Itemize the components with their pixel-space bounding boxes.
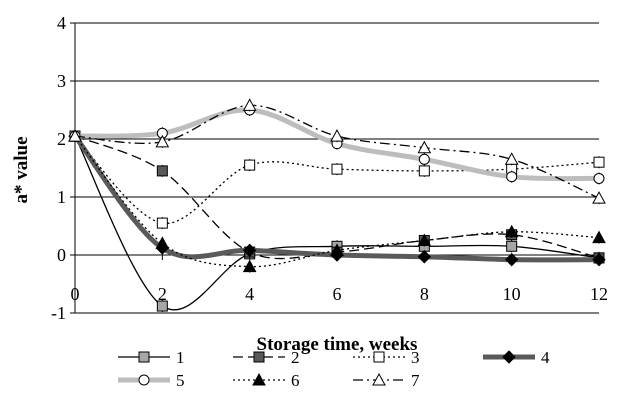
data-point (68, 129, 82, 142)
data-point (331, 163, 343, 175)
legend-item-3: 3 (353, 348, 420, 367)
data-point (418, 153, 430, 165)
legend-label: 5 (176, 371, 185, 390)
legend-marker (252, 372, 266, 386)
legend-label: 6 (291, 371, 300, 390)
data-point (417, 140, 432, 154)
legend-marker (138, 351, 150, 363)
legend-marker (502, 350, 516, 364)
data-point (417, 250, 432, 264)
data-point (592, 252, 606, 267)
series-layer (68, 98, 606, 313)
data-point (156, 165, 168, 177)
y-axis-title: a* value (11, 136, 32, 203)
legend-label: 1 (176, 348, 185, 367)
data-point (417, 233, 432, 246)
legend-marker (138, 374, 150, 386)
y-tick-label: 4 (57, 13, 66, 33)
legend: 1 2 3 4 5 6 7 (118, 348, 550, 390)
y-tick-label: -1 (51, 303, 66, 323)
legend-marker (372, 372, 386, 386)
data-point (504, 252, 519, 267)
data-point (592, 230, 606, 244)
legend-item-7: 7 (353, 371, 420, 390)
x-axis-title: Storage time, weeks (257, 334, 418, 355)
data-point (155, 236, 170, 249)
data-point (592, 191, 606, 204)
data-point (156, 217, 168, 229)
legend-marker (373, 351, 385, 363)
legend-marker (253, 351, 265, 363)
data-point (242, 243, 257, 258)
legend-label: 2 (291, 348, 300, 367)
data-point (244, 159, 256, 171)
legend-label: 4 (541, 348, 550, 367)
series-line (74, 104, 600, 199)
legend-item-5: 5 (118, 371, 185, 390)
y-tick-label: 2 (57, 129, 66, 149)
data-point (506, 240, 518, 252)
data-point (504, 152, 519, 165)
data-point (242, 98, 257, 111)
x-tick-label: 6 (333, 284, 342, 304)
legend-item-6: 6 (233, 371, 300, 390)
legend-item-2: 2 (233, 348, 300, 367)
series-6 (68, 129, 606, 273)
data-point (156, 300, 168, 312)
data-point (155, 134, 170, 148)
series-7 (68, 98, 606, 205)
data-point (504, 224, 519, 238)
x-tick-label: 10 (503, 284, 521, 304)
data-point (330, 129, 344, 142)
legend-item-4: 4 (483, 348, 550, 367)
x-tick-label: 2 (158, 284, 167, 304)
x-tick-label: 4 (245, 284, 254, 304)
data-point (593, 156, 605, 168)
y-tick-label: 0 (57, 245, 66, 265)
data-point (418, 165, 430, 177)
y-tick-label: 3 (57, 71, 66, 91)
data-point (242, 259, 257, 273)
x-tick-label: 8 (420, 284, 429, 304)
legend-label: 3 (411, 348, 420, 367)
data-point (593, 172, 605, 184)
x-tick-label: 12 (590, 284, 608, 304)
data-point (506, 171, 518, 183)
legend-label: 7 (411, 371, 420, 390)
x-tick-label: 0 (71, 284, 80, 304)
y-tick-label: 1 (57, 187, 66, 207)
data-point (330, 243, 344, 256)
legend-item-1: 1 (118, 348, 185, 367)
